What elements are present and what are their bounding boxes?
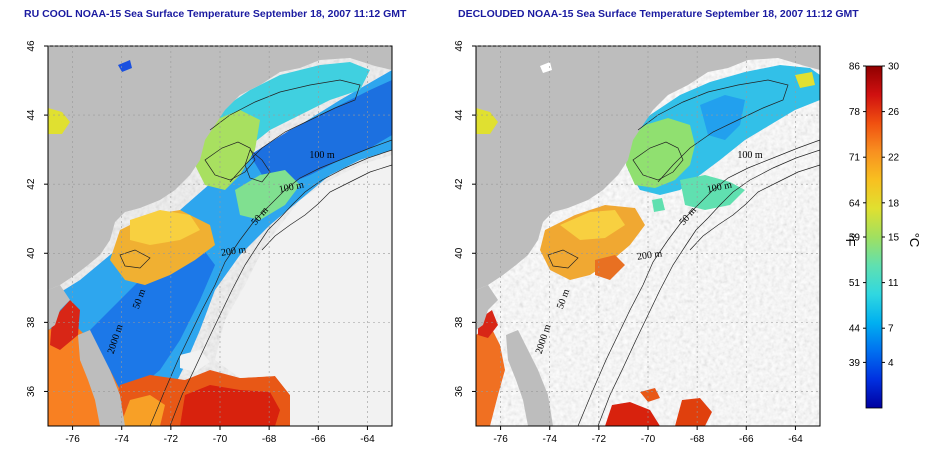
celsius-tick-label: 15: [888, 233, 900, 244]
x-tick-label: -70: [213, 434, 228, 445]
land-mask: [476, 46, 820, 426]
right-grid-lines: [476, 45, 820, 426]
contour-label: 100 m: [737, 150, 763, 161]
fahrenheit-tick-label: 39: [849, 358, 861, 369]
y-tick-label: 40: [454, 247, 465, 259]
left-axis-ticks: -76 -74 -72 -70 -68 -66 -64 36 38 40 42 44 46: [26, 40, 375, 445]
celsius-tick-label: 18: [888, 198, 900, 209]
y-tick-label: 36: [26, 385, 37, 397]
contour-label: 200 m: [636, 248, 663, 262]
x-tick-label: -64: [788, 434, 803, 445]
y-tick-label: 38: [454, 316, 465, 328]
y-tick-label: 46: [26, 40, 37, 52]
x-tick-label: -74: [542, 434, 557, 445]
y-tick-label: 40: [26, 247, 37, 259]
y-tick-label: 42: [454, 178, 465, 190]
x-tick-label: -66: [739, 434, 754, 445]
contour-label: 100 m: [278, 180, 305, 196]
bathymetry-contours: [119, 79, 392, 426]
celsius-unit-label: °C: [907, 233, 922, 248]
y-tick-label: 42: [26, 178, 37, 190]
x-tick-label: -68: [262, 434, 277, 445]
y-tick-label: 44: [26, 109, 37, 121]
x-tick-label: -72: [592, 434, 607, 445]
right-panel-title: DECLOUDED NOAA-15 Sea Surface Temperatur…: [458, 8, 859, 20]
celsius-tick-label: 7: [888, 324, 894, 335]
temperature-colorbar: 86 78 71 64 59 51 44 39 30 26 22 18 15 11 7 4 °F °C: [843, 62, 922, 409]
celsius-tick-label: 4: [888, 358, 894, 369]
fahrenheit-unit-label: °F: [843, 233, 858, 246]
x-tick-label: -66: [311, 434, 326, 445]
fahrenheit-tick-label: 71: [849, 153, 861, 164]
y-tick-label: 38: [26, 316, 37, 328]
celsius-tick-label: 22: [888, 153, 900, 164]
fahrenheit-ticks: 86 78 71 64 59 51 44 39: [849, 62, 866, 369]
x-tick-label: -74: [114, 434, 129, 445]
fahrenheit-tick-label: 64: [849, 198, 861, 209]
contour-label: 200 m: [220, 244, 247, 258]
fahrenheit-tick-label: 78: [849, 107, 861, 118]
declouded-sst-layer: [476, 65, 820, 426]
y-tick-label: 46: [454, 40, 465, 52]
x-tick-label: -70: [641, 434, 656, 445]
celsius-tick-label: 11: [888, 278, 899, 289]
x-tick-label: -68: [690, 434, 705, 445]
fahrenheit-tick-label: 86: [849, 62, 861, 73]
left-panel-title: RU COOL NOAA-15 Sea Surface Temperature …: [24, 8, 407, 20]
right-axis-ticks: -76 -74 -72 -70 -68 -66 -64 36 38 40 42 44 46: [454, 40, 803, 445]
fahrenheit-tick-label: 44: [849, 324, 861, 335]
celsius-tick-label: 26: [888, 107, 900, 118]
fahrenheit-tick-label: 51: [849, 278, 861, 289]
y-tick-label: 44: [454, 109, 465, 121]
x-tick-label: -76: [493, 434, 508, 445]
celsius-ticks: 30 26 22 18 15 11 7 4: [882, 62, 900, 369]
x-tick-label: -76: [65, 434, 80, 445]
contour-label: 100 m: [706, 180, 733, 196]
y-tick-label: 36: [454, 385, 465, 397]
bathymetry-contours: [547, 79, 820, 426]
x-tick-label: -64: [360, 434, 375, 445]
left-grid-lines: [48, 45, 392, 426]
land-mask: [48, 46, 392, 426]
contour-label: 100 m: [309, 150, 335, 161]
x-tick-label: -72: [164, 434, 179, 445]
fahrenheit-tick-label: 59: [849, 233, 861, 244]
colorbar-gradient: [865, 65, 883, 409]
celsius-tick-label: 30: [888, 62, 900, 73]
